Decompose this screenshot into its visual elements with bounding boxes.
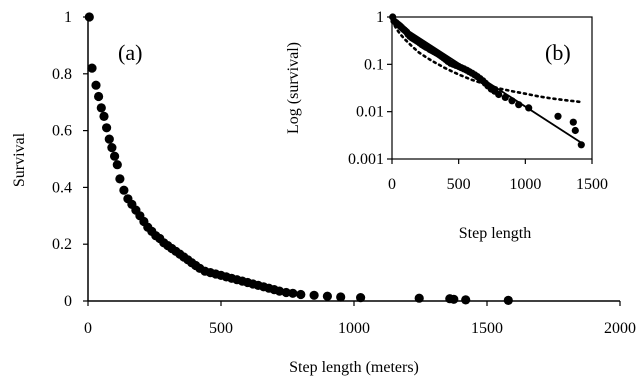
inset-panel-label: (b)	[545, 40, 571, 65]
inset-y-tick-label: 0.001	[348, 151, 384, 168]
inset-chart: 0 500 1000 1500 1 0.1 0.01 0.001 (b) Step lengt…	[285, 2, 636, 254]
main-data-point	[356, 293, 366, 303]
inset-background	[300, 2, 636, 254]
inset-y-tick-label: 0.01	[356, 104, 384, 121]
main-x-axis-label: Step length (meters)	[289, 359, 419, 376]
inset-data-point	[571, 126, 579, 135]
main-y-tick-label: 0.8	[52, 66, 72, 83]
main-data-point	[84, 12, 94, 22]
inset-frame	[391, 16, 593, 160]
main-data-point	[96, 103, 106, 113]
inset-y-tick-label: 0.1	[364, 56, 384, 73]
inset-x-tick-label: 1000	[509, 176, 541, 193]
inset-axis-ticks: 0 500 1000 1500 1 0.1 0.01 0.001	[348, 9, 608, 193]
inset-chart-marks	[389, 13, 585, 149]
main-y-tick-label: 1	[64, 9, 72, 26]
main-x-tick-label: 1500	[471, 320, 503, 337]
main-chart-marks	[84, 12, 513, 305]
main-y-tick-label: 0.2	[52, 236, 72, 253]
main-data-point	[94, 91, 104, 102]
main-data-point	[115, 174, 125, 184]
main-y-tick-label: 0	[64, 293, 72, 310]
inset-data-point	[495, 90, 503, 99]
main-data-point	[288, 288, 298, 298]
inset-x-tick-label: 500	[447, 176, 471, 193]
main-data-point	[461, 295, 471, 305]
main-panel-label: (a)	[118, 40, 142, 65]
main-data-point	[107, 143, 117, 153]
inset-data-point	[577, 141, 585, 149]
main-data-point	[449, 294, 459, 304]
main-data-point	[309, 290, 319, 300]
inset-x-axis-label: Step length	[459, 225, 531, 242]
inset-data-point	[554, 112, 562, 120]
main-x-tick-label: 0	[84, 320, 92, 337]
main-data-point	[104, 134, 114, 144]
main-data-point	[91, 80, 101, 90]
main-y-axis-label: Survival	[11, 132, 28, 187]
main-data-point	[110, 151, 120, 161]
main-x-tick-label: 500	[209, 320, 233, 337]
inset-y-axis-label: Log (survival)	[285, 42, 302, 134]
inset-solid-fit-line	[391, 19, 582, 144]
inset-dotted-fit-line	[390, 18, 583, 104]
main-data-point	[296, 289, 306, 300]
main-data-point	[119, 185, 129, 195]
main-data-point	[112, 160, 122, 170]
main-y-tick-label: 0.4	[52, 179, 72, 196]
main-data-point	[87, 63, 97, 73]
inset-x-tick-label: 1500	[576, 176, 608, 193]
inset-data-point	[569, 118, 577, 126]
main-data-point	[102, 123, 112, 133]
inset-x-tick-label: 0	[388, 176, 396, 193]
main-y-tick-label: 0.6	[52, 123, 72, 140]
main-x-tick-label: 1000	[338, 320, 370, 337]
main-data-point	[99, 111, 109, 121]
main-x-tick-label: 2000	[604, 320, 636, 337]
main-data-point	[322, 291, 332, 301]
inset-y-tick-label: 1	[376, 9, 384, 26]
main-data-point	[336, 292, 346, 302]
